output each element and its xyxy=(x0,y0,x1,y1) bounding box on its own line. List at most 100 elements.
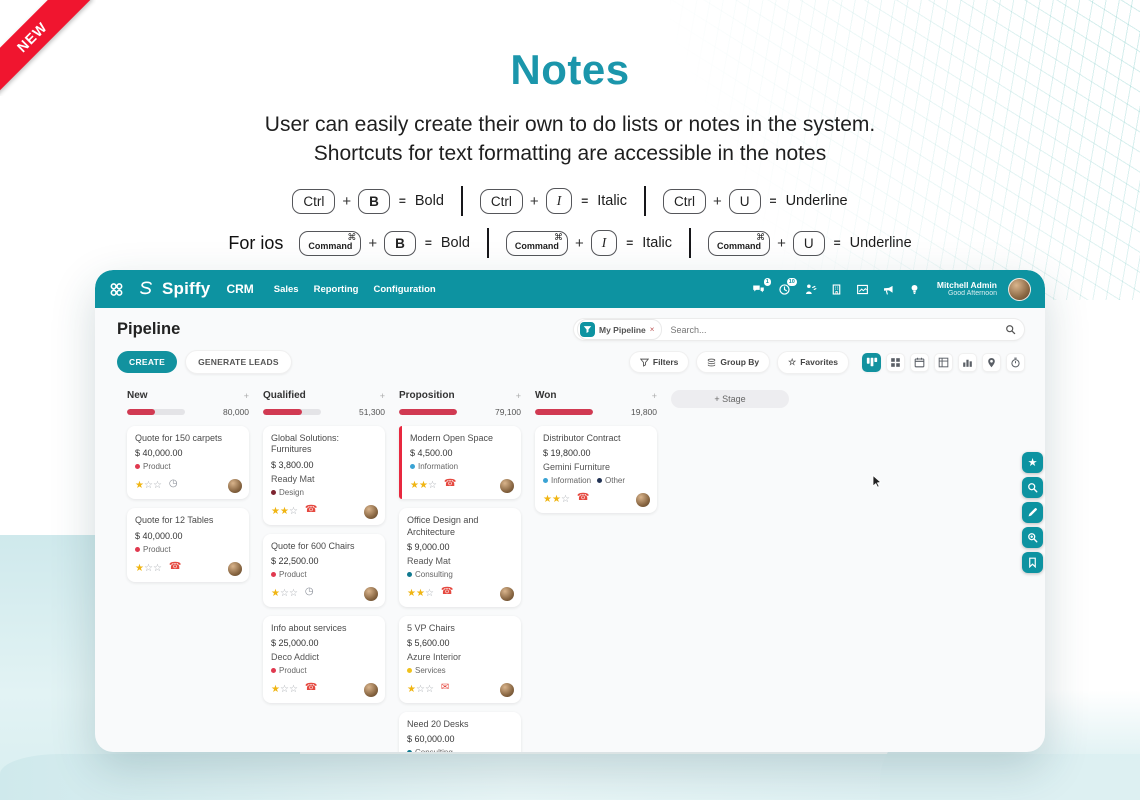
avatar[interactable] xyxy=(500,586,514,601)
phone-icon[interactable]: ☎ xyxy=(576,492,590,504)
search-bar[interactable]: My Pipeline × xyxy=(573,318,1025,341)
clock-icon[interactable]: ◷ xyxy=(304,585,314,597)
star-icon[interactable]: ★ xyxy=(135,480,144,492)
kanban-view-button[interactable] xyxy=(862,352,881,372)
column-add-icon[interactable]: + xyxy=(651,390,657,401)
apps-grid-icon[interactable] xyxy=(109,282,124,297)
avatar[interactable] xyxy=(364,683,378,697)
star-icon[interactable]: ★ xyxy=(271,505,280,517)
opportunity-card[interactable]: Office Design and Architecture $ 9,000.00… xyxy=(399,508,521,607)
star-icon[interactable]: ☆ xyxy=(415,684,425,695)
star-icon[interactable]: ★ xyxy=(410,480,419,492)
star-icon[interactable]: ★ xyxy=(135,562,144,574)
avatar[interactable] xyxy=(364,504,378,519)
zoom-in-fab-button[interactable] xyxy=(1022,527,1043,548)
star-rating[interactable]: ★☆☆ xyxy=(271,679,298,697)
filter-chip-remove-icon[interactable]: × xyxy=(649,325,655,334)
building-icon[interactable] xyxy=(829,282,844,297)
avatar[interactable] xyxy=(500,479,514,494)
star-icon[interactable]: ☆ xyxy=(288,587,298,599)
graph-view-button[interactable] xyxy=(958,352,977,372)
star-rating[interactable]: ★★☆ xyxy=(410,475,437,493)
star-rating[interactable]: ★☆☆ xyxy=(407,679,434,697)
star-rating[interactable]: ★☆☆ xyxy=(135,558,162,576)
star-icon[interactable]: ☆ xyxy=(427,480,437,492)
calendar-view-button[interactable] xyxy=(910,352,929,372)
avatar[interactable] xyxy=(500,683,514,697)
bookmark-fab-button[interactable] xyxy=(1022,552,1043,573)
star-icon[interactable]: ★ xyxy=(415,587,425,599)
opportunity-card[interactable]: Info about services $ 25,000.00 Deco Addic… xyxy=(263,615,385,703)
clock-icon[interactable]: 10 xyxy=(777,277,797,297)
menu-item-sales[interactable]: Sales xyxy=(273,283,299,295)
star-icon[interactable]: ★ xyxy=(271,587,280,599)
star-rating[interactable]: ★★☆ xyxy=(543,489,570,507)
phone-icon[interactable]: ☎ xyxy=(304,503,318,515)
generate-leads-button[interactable]: GENERATE LEADS xyxy=(185,350,292,374)
stopwatch-view-button[interactable] xyxy=(1006,352,1025,372)
avatar[interactable] xyxy=(228,561,242,576)
star-icon[interactable]: ☆ xyxy=(279,587,289,599)
group-by-button[interactable]: Group By xyxy=(696,351,771,373)
phone-icon[interactable]: ☎ xyxy=(304,682,318,693)
clock-icon[interactable]: ◷ xyxy=(168,478,178,490)
star-icon[interactable]: ☆ xyxy=(143,480,153,492)
phone-icon[interactable]: ☎ xyxy=(443,478,457,490)
filter-chip[interactable]: My Pipeline × xyxy=(577,319,663,340)
add-stage-button[interactable]: + Stage xyxy=(671,390,789,408)
user-avatar[interactable] xyxy=(1008,277,1031,301)
avatar[interactable] xyxy=(636,493,650,508)
star-icon[interactable]: ★ xyxy=(551,494,561,506)
phone-icon[interactable]: ☎ xyxy=(168,560,182,572)
list-view-button[interactable] xyxy=(886,352,905,372)
star-rating[interactable]: ★☆☆ xyxy=(271,583,298,601)
activity-icon[interactable] xyxy=(803,282,818,297)
column-add-icon[interactable]: + xyxy=(379,390,385,401)
star-rating[interactable]: ★★☆ xyxy=(407,583,434,601)
search-icon[interactable] xyxy=(1005,324,1016,335)
edit-fab-button[interactable] xyxy=(1022,502,1043,523)
envelope-icon[interactable]: ✉ xyxy=(440,682,450,693)
pivot-view-button[interactable] xyxy=(934,352,953,372)
opportunity-card[interactable]: Quote for 12 Tables $ 40,000.00 Product ★☆☆… xyxy=(127,508,249,582)
avatar[interactable] xyxy=(364,586,378,601)
chat-icon[interactable]: 1 xyxy=(751,277,771,297)
star-icon[interactable]: ☆ xyxy=(288,505,298,517)
picture-icon[interactable] xyxy=(855,282,870,297)
star-icon[interactable]: ☆ xyxy=(152,480,162,492)
favorites-button[interactable]: ☆ Favorites xyxy=(777,350,849,374)
avatar[interactable] xyxy=(228,479,242,494)
column-add-icon[interactable]: + xyxy=(515,390,521,401)
opportunity-card[interactable]: Quote for 150 carpets $ 40,000.00 Product ★… xyxy=(127,426,249,500)
filters-button[interactable]: Filters xyxy=(628,351,690,373)
opportunity-card[interactable]: Quote for 600 Chairs $ 22,500.00 Product ★☆… xyxy=(263,533,385,607)
phone-icon[interactable]: ☎ xyxy=(440,585,454,597)
star-icon[interactable]: ★ xyxy=(407,587,416,599)
announcement-icon[interactable] xyxy=(881,282,896,297)
star-fab-button[interactable]: ★ xyxy=(1022,452,1043,473)
column-add-icon[interactable]: + xyxy=(243,390,249,401)
opportunity-card[interactable]: Modern Open Space $ 4,500.00 Information ★★… xyxy=(399,426,521,500)
star-icon[interactable]: ★ xyxy=(418,480,428,492)
star-icon[interactable]: ☆ xyxy=(424,587,434,599)
star-icon[interactable]: ☆ xyxy=(424,684,434,695)
star-icon[interactable]: ★ xyxy=(271,684,280,695)
star-rating[interactable]: ★☆☆ xyxy=(135,475,162,493)
lightbulb-icon[interactable] xyxy=(907,282,922,297)
star-icon[interactable]: ☆ xyxy=(560,494,570,506)
search-input[interactable] xyxy=(662,324,1005,335)
create-button[interactable]: CREATE xyxy=(117,351,178,373)
star-icon[interactable]: ☆ xyxy=(288,684,298,695)
star-icon[interactable]: ☆ xyxy=(152,562,162,574)
star-icon[interactable]: ☆ xyxy=(143,562,153,574)
map-view-button[interactable] xyxy=(982,352,1001,372)
search-fab-button[interactable] xyxy=(1022,477,1043,498)
opportunity-card[interactable]: Distributor Contract $ 19,800.00 Gemini Fu… xyxy=(535,426,657,514)
opportunity-card[interactable]: Need 20 Desks$ 60,000.00Consulting☆☆☆✉ xyxy=(399,712,521,752)
star-icon[interactable]: ☆ xyxy=(279,684,289,695)
menu-item-reporting[interactable]: Reporting xyxy=(313,283,359,295)
star-icon[interactable]: ★ xyxy=(407,684,416,695)
star-rating[interactable]: ★★☆ xyxy=(271,501,298,519)
opportunity-card[interactable]: 5 VP Chairs $ 5,600.00 Azure Interior Servi… xyxy=(399,615,521,703)
brand[interactable]: Spiffy xyxy=(136,279,210,299)
